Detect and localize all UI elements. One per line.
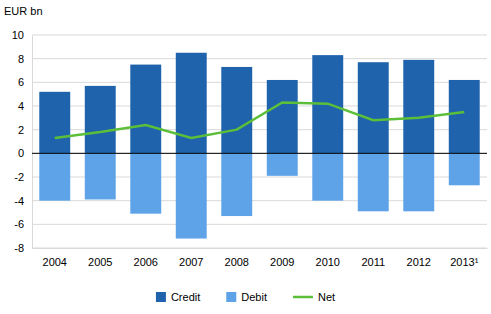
lines <box>55 102 465 138</box>
bar <box>130 65 161 154</box>
bar <box>39 153 70 200</box>
x-tick-label: 2013¹ <box>450 256 478 268</box>
bar <box>358 153 389 211</box>
y-tick: 4 <box>18 100 32 112</box>
x-tick-label: 2012 <box>407 256 431 268</box>
x-tick: 2008 <box>225 248 249 268</box>
bar <box>312 153 343 200</box>
x-tick-label: 2008 <box>225 256 249 268</box>
x-tick-label: 2007 <box>179 256 203 268</box>
x-tick-label: 2011 <box>361 256 385 268</box>
grid <box>32 35 487 248</box>
y-tick: -6 <box>14 218 32 230</box>
legend-swatch <box>226 292 236 302</box>
x-tick: 2006 <box>134 248 158 268</box>
bar <box>267 80 298 153</box>
x-tick: 2007 <box>179 248 203 268</box>
y-tick-label: 10 <box>12 29 24 41</box>
y-tick-label: 4 <box>18 100 24 112</box>
y-tick: -2 <box>14 171 32 183</box>
bar <box>403 60 434 153</box>
x-tick-label: 2009 <box>270 256 294 268</box>
y-tick-label: 6 <box>18 76 24 88</box>
y-axis-title: EUR bn <box>4 5 43 17</box>
bar <box>449 153 480 185</box>
zero-line <box>32 153 487 154</box>
y-tick-label: -2 <box>14 171 24 183</box>
y-tick: 10 <box>12 29 32 41</box>
bar <box>221 153 252 216</box>
bar <box>130 153 161 213</box>
bar <box>176 153 207 238</box>
net-line <box>55 102 465 138</box>
bar <box>267 153 298 175</box>
x-tick-label: 2005 <box>88 256 112 268</box>
legend: Credit Debit Net <box>156 291 335 303</box>
bar <box>85 153 116 199</box>
x-tick-label: 2004 <box>43 256 67 268</box>
x-tick: 2011 <box>361 248 385 268</box>
x-tick: 2013¹ <box>450 248 478 268</box>
y-tick-label: 8 <box>18 53 24 65</box>
x-tick: 2004 <box>43 248 67 268</box>
legend-label: Net <box>318 291 335 303</box>
chart: -8-6-4-202468102004200520062007200820092… <box>0 0 491 314</box>
bar <box>403 153 434 211</box>
legend-item: Net <box>293 291 335 303</box>
bar <box>85 86 116 153</box>
legend-item: Debit <box>226 291 267 303</box>
y-tick-label: -6 <box>14 218 24 230</box>
y-tick: 6 <box>18 76 32 88</box>
legend-item: Credit <box>156 291 200 303</box>
x-tick: 2009 <box>270 248 294 268</box>
x-tick: 2005 <box>88 248 112 268</box>
legend-swatch <box>293 296 313 299</box>
grid-line <box>32 153 487 154</box>
x-axis: 2004 2005 2006 2007 2008 2009 2010 2011 2012 2013… <box>33 248 488 268</box>
y-tick: -4 <box>14 195 32 207</box>
x-tick: 2010 <box>316 248 340 268</box>
legend-label: Credit <box>171 291 200 303</box>
grid-line <box>32 224 487 225</box>
y-tick-label: -4 <box>14 195 24 207</box>
bar <box>358 62 389 153</box>
x-tick-label: 2010 <box>316 256 340 268</box>
plot-area <box>39 53 479 239</box>
grid-line <box>32 248 487 249</box>
y-axis-line <box>32 36 33 249</box>
y-tick-label: -8 <box>14 242 24 254</box>
grid-line <box>32 58 487 59</box>
legend-swatch <box>156 292 166 302</box>
grid-line <box>32 35 487 36</box>
x-tick: 2012 <box>407 248 431 268</box>
y-tick: 8 <box>18 53 32 65</box>
y-tick-label: 2 <box>18 124 24 136</box>
y-tick: 2 <box>18 124 32 136</box>
legend-label: Debit <box>241 291 267 303</box>
bar <box>39 92 70 154</box>
x-tick-label: 2006 <box>134 256 158 268</box>
y-tick-label: 0 <box>18 147 24 159</box>
x-axis-line <box>33 248 488 249</box>
y-tick: 0 <box>18 147 32 159</box>
y-tick: -8 <box>14 242 32 254</box>
bar <box>221 67 252 153</box>
bars <box>39 53 479 239</box>
y-axis: -8 -6 -4 -2 0 2 4 6 8 10 <box>12 29 33 254</box>
bar <box>449 80 480 153</box>
